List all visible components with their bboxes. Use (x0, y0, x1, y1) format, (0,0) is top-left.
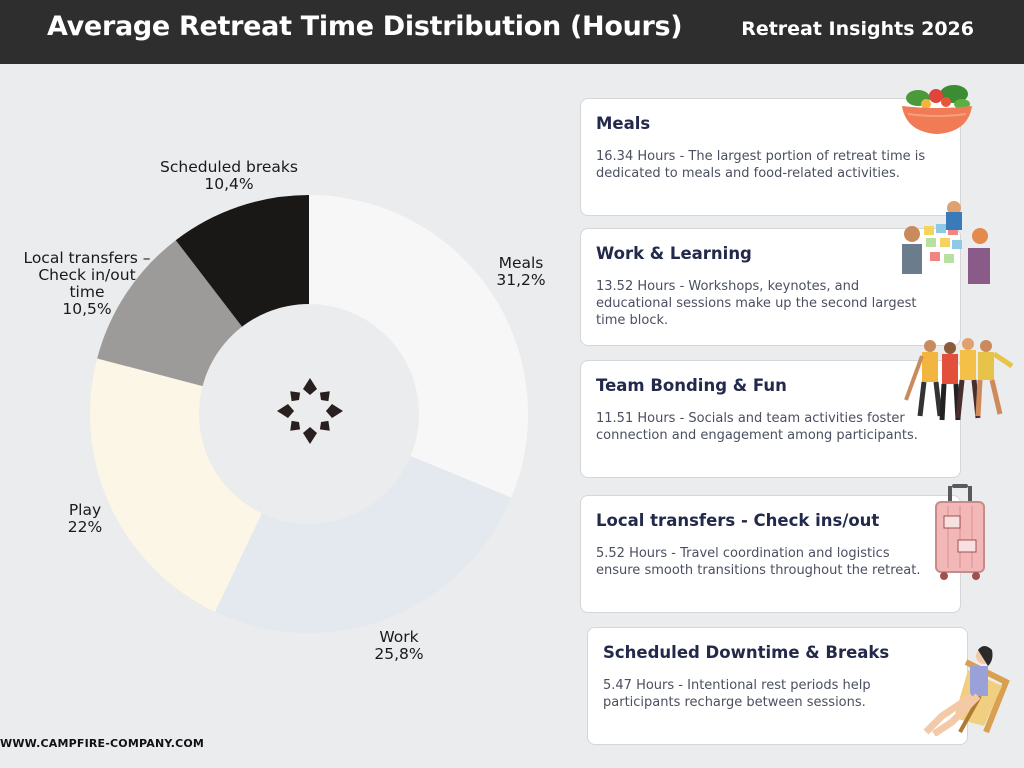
logo-petal (325, 404, 343, 418)
card-body: 13.52 Hours - Workshops, keynotes, and e… (596, 279, 917, 328)
logo-petal (290, 391, 301, 402)
label-breaks: Scheduled breaks 10,4% (148, 159, 310, 193)
label-transfers-pct: 10,5% (62, 300, 112, 318)
label-meals: Meals 31,2% (478, 255, 564, 289)
page-title: Average Retreat Time Distribution (Hours… (47, 11, 683, 42)
campfire-logo-icon (277, 378, 343, 444)
card-meals: Meals 16.34 Hours - The largest portion … (580, 98, 961, 216)
card-scheduled-downtime: Scheduled Downtime & Breaks 5.47 Hours -… (587, 627, 968, 745)
card-title: Meals (596, 114, 651, 133)
card-title: Team Bonding & Fun (596, 376, 787, 395)
donut-chart (90, 195, 528, 634)
label-work-name: Work (379, 628, 419, 646)
card-body: 16.34 Hours - The largest portion of ret… (596, 149, 926, 181)
label-play: Play 22% (42, 502, 128, 536)
logo-petal (319, 420, 330, 431)
beach-chair-person-icon (923, 646, 1010, 736)
label-meals-pct: 31,2% (496, 271, 546, 289)
header-bar: Average Retreat Time Distribution (Hours… (0, 0, 1024, 64)
label-meals-name: Meals (498, 254, 544, 272)
label-transfers: Local transfers – Check in/out time 10,5… (12, 233, 162, 335)
logo-petal (277, 404, 295, 418)
salad-bowl-icon (902, 85, 972, 134)
suitcase-icon (935, 484, 985, 580)
page-subtitle: Retreat Insights 2026 (741, 18, 974, 40)
card-body: 5.52 Hours - Travel coordination and log… (596, 546, 921, 578)
card-title: Work & Learning (596, 244, 752, 263)
website-footer: WWW.CAMPFIRE-COMPANY.COM (0, 737, 205, 750)
card-body: 5.47 Hours - Intentional rest periods he… (603, 678, 871, 710)
label-work-pct: 25,8% (374, 645, 424, 663)
logo-petal (303, 378, 317, 396)
label-breaks-pct: 10,4% (204, 175, 254, 193)
label-play-name: Play (68, 501, 102, 519)
label-transfers-name: Local transfers – Check in/out time (23, 249, 151, 301)
logo-petal (290, 420, 301, 431)
card-team-bonding: Team Bonding & Fun 11.51 Hours - Socials… (580, 360, 961, 478)
card-body: 11.51 Hours - Socials and team activitie… (596, 411, 918, 443)
label-work: Work 25,8% (356, 629, 442, 663)
logo-petal (303, 426, 317, 444)
team-sticky-notes-icon (902, 201, 990, 284)
label-play-pct: 22% (67, 518, 103, 536)
card-work-learning: Work & Learning 13.52 Hours - Workshops,… (580, 228, 961, 346)
group-celebrating-icon (904, 338, 1014, 421)
card-title: Local transfers - Check ins/out (596, 511, 880, 530)
logo-petal (319, 391, 330, 402)
label-breaks-name: Scheduled breaks (160, 158, 298, 176)
donut-hole (199, 304, 419, 524)
card-title: Scheduled Downtime & Breaks (603, 643, 890, 662)
card-local-transfers: Local transfers - Check ins/out 5.52 Hou… (580, 495, 961, 613)
